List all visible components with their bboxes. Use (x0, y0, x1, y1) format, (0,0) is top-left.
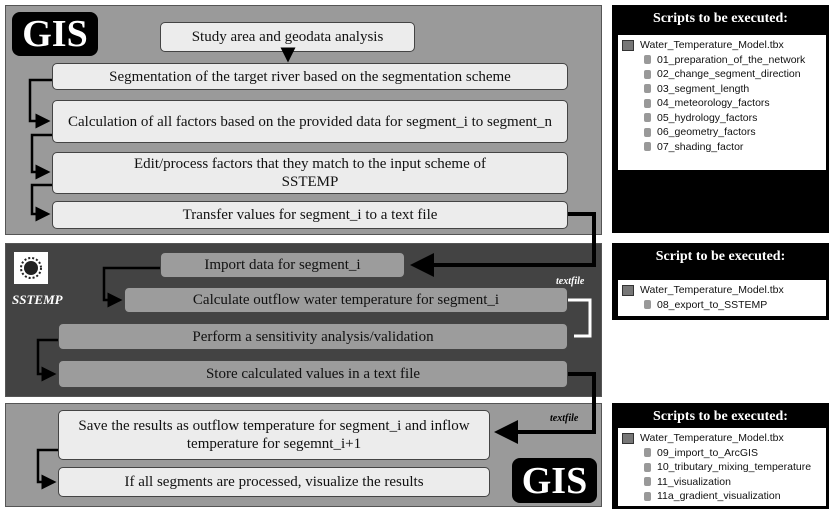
script-item: 09_import_to_ArcGIS (622, 446, 822, 461)
toolbox: Water_Temperature_Model.tbx (622, 283, 822, 298)
script-item: 04_meteorology_factors (622, 96, 822, 111)
sun-icon (20, 257, 42, 279)
step: Calculate outflow water temperature for … (124, 287, 568, 313)
sstemp-icon (14, 252, 48, 284)
script-title: Scripts to be executed: (653, 11, 788, 26)
script-item: 11_visualization (622, 475, 822, 490)
script-item: 08_export_to_SSTEMP (622, 298, 822, 313)
script-panel: Script to be executed: Water_Temperature… (612, 243, 829, 320)
script-panel: Scripts to be executed: Water_Temperatur… (612, 5, 829, 233)
toolbox: Water_Temperature_Model.tbx (622, 38, 822, 53)
note: textfile (550, 413, 579, 424)
sstemp-label: SSTEMP (12, 292, 63, 307)
script-panel: Scripts to be executed: Water_Temperatur… (612, 403, 829, 509)
script-item: 01_preparation_of_the_network (622, 53, 822, 68)
step: Edit/process factors that they match to … (52, 152, 568, 194)
script-tree: Water_Temperature_Model.tbx 09_import_to_… (618, 428, 826, 506)
script-item: 11a_gradient_visualization (622, 489, 822, 504)
step: Segmentation of the target river based o… (52, 63, 568, 90)
step: Save the results as outflow temperature … (58, 410, 490, 460)
step: Calculation of all factors based on the … (52, 100, 568, 143)
script-title: Scripts to be executed: (653, 409, 788, 424)
step: Store calculated values in a text file (58, 360, 568, 388)
script-item: 10_tributary_mixing_temperature (622, 460, 822, 475)
step: Study area and geodata analysis (160, 22, 415, 52)
step: Transfer values for segment_i to a text … (52, 201, 568, 229)
script-item: 02_change_segment_direction (622, 67, 822, 82)
step: Import data for segment_i (160, 252, 405, 278)
script-title: Script to be executed: (655, 249, 786, 264)
step: If all segments are processed, visualize… (58, 467, 490, 497)
script-item: 05_hydrology_factors (622, 111, 822, 126)
script-item: 03_segment_length (622, 82, 822, 97)
gis-logo: GIS (512, 458, 597, 503)
gis-logo: GIS (12, 12, 98, 56)
script-tree: Water_Temperature_Model.tbx 01_preparatio… (618, 35, 826, 170)
script-tree: Water_Temperature_Model.tbx 08_export_to_… (618, 280, 826, 316)
script-item: 06_geometry_factors (622, 125, 822, 140)
note: textfile (556, 276, 585, 287)
script-item: 07_shading_factor (622, 140, 822, 155)
step: Perform a sensitivity analysis/validatio… (58, 323, 568, 350)
toolbox: Water_Temperature_Model.tbx (622, 431, 822, 446)
